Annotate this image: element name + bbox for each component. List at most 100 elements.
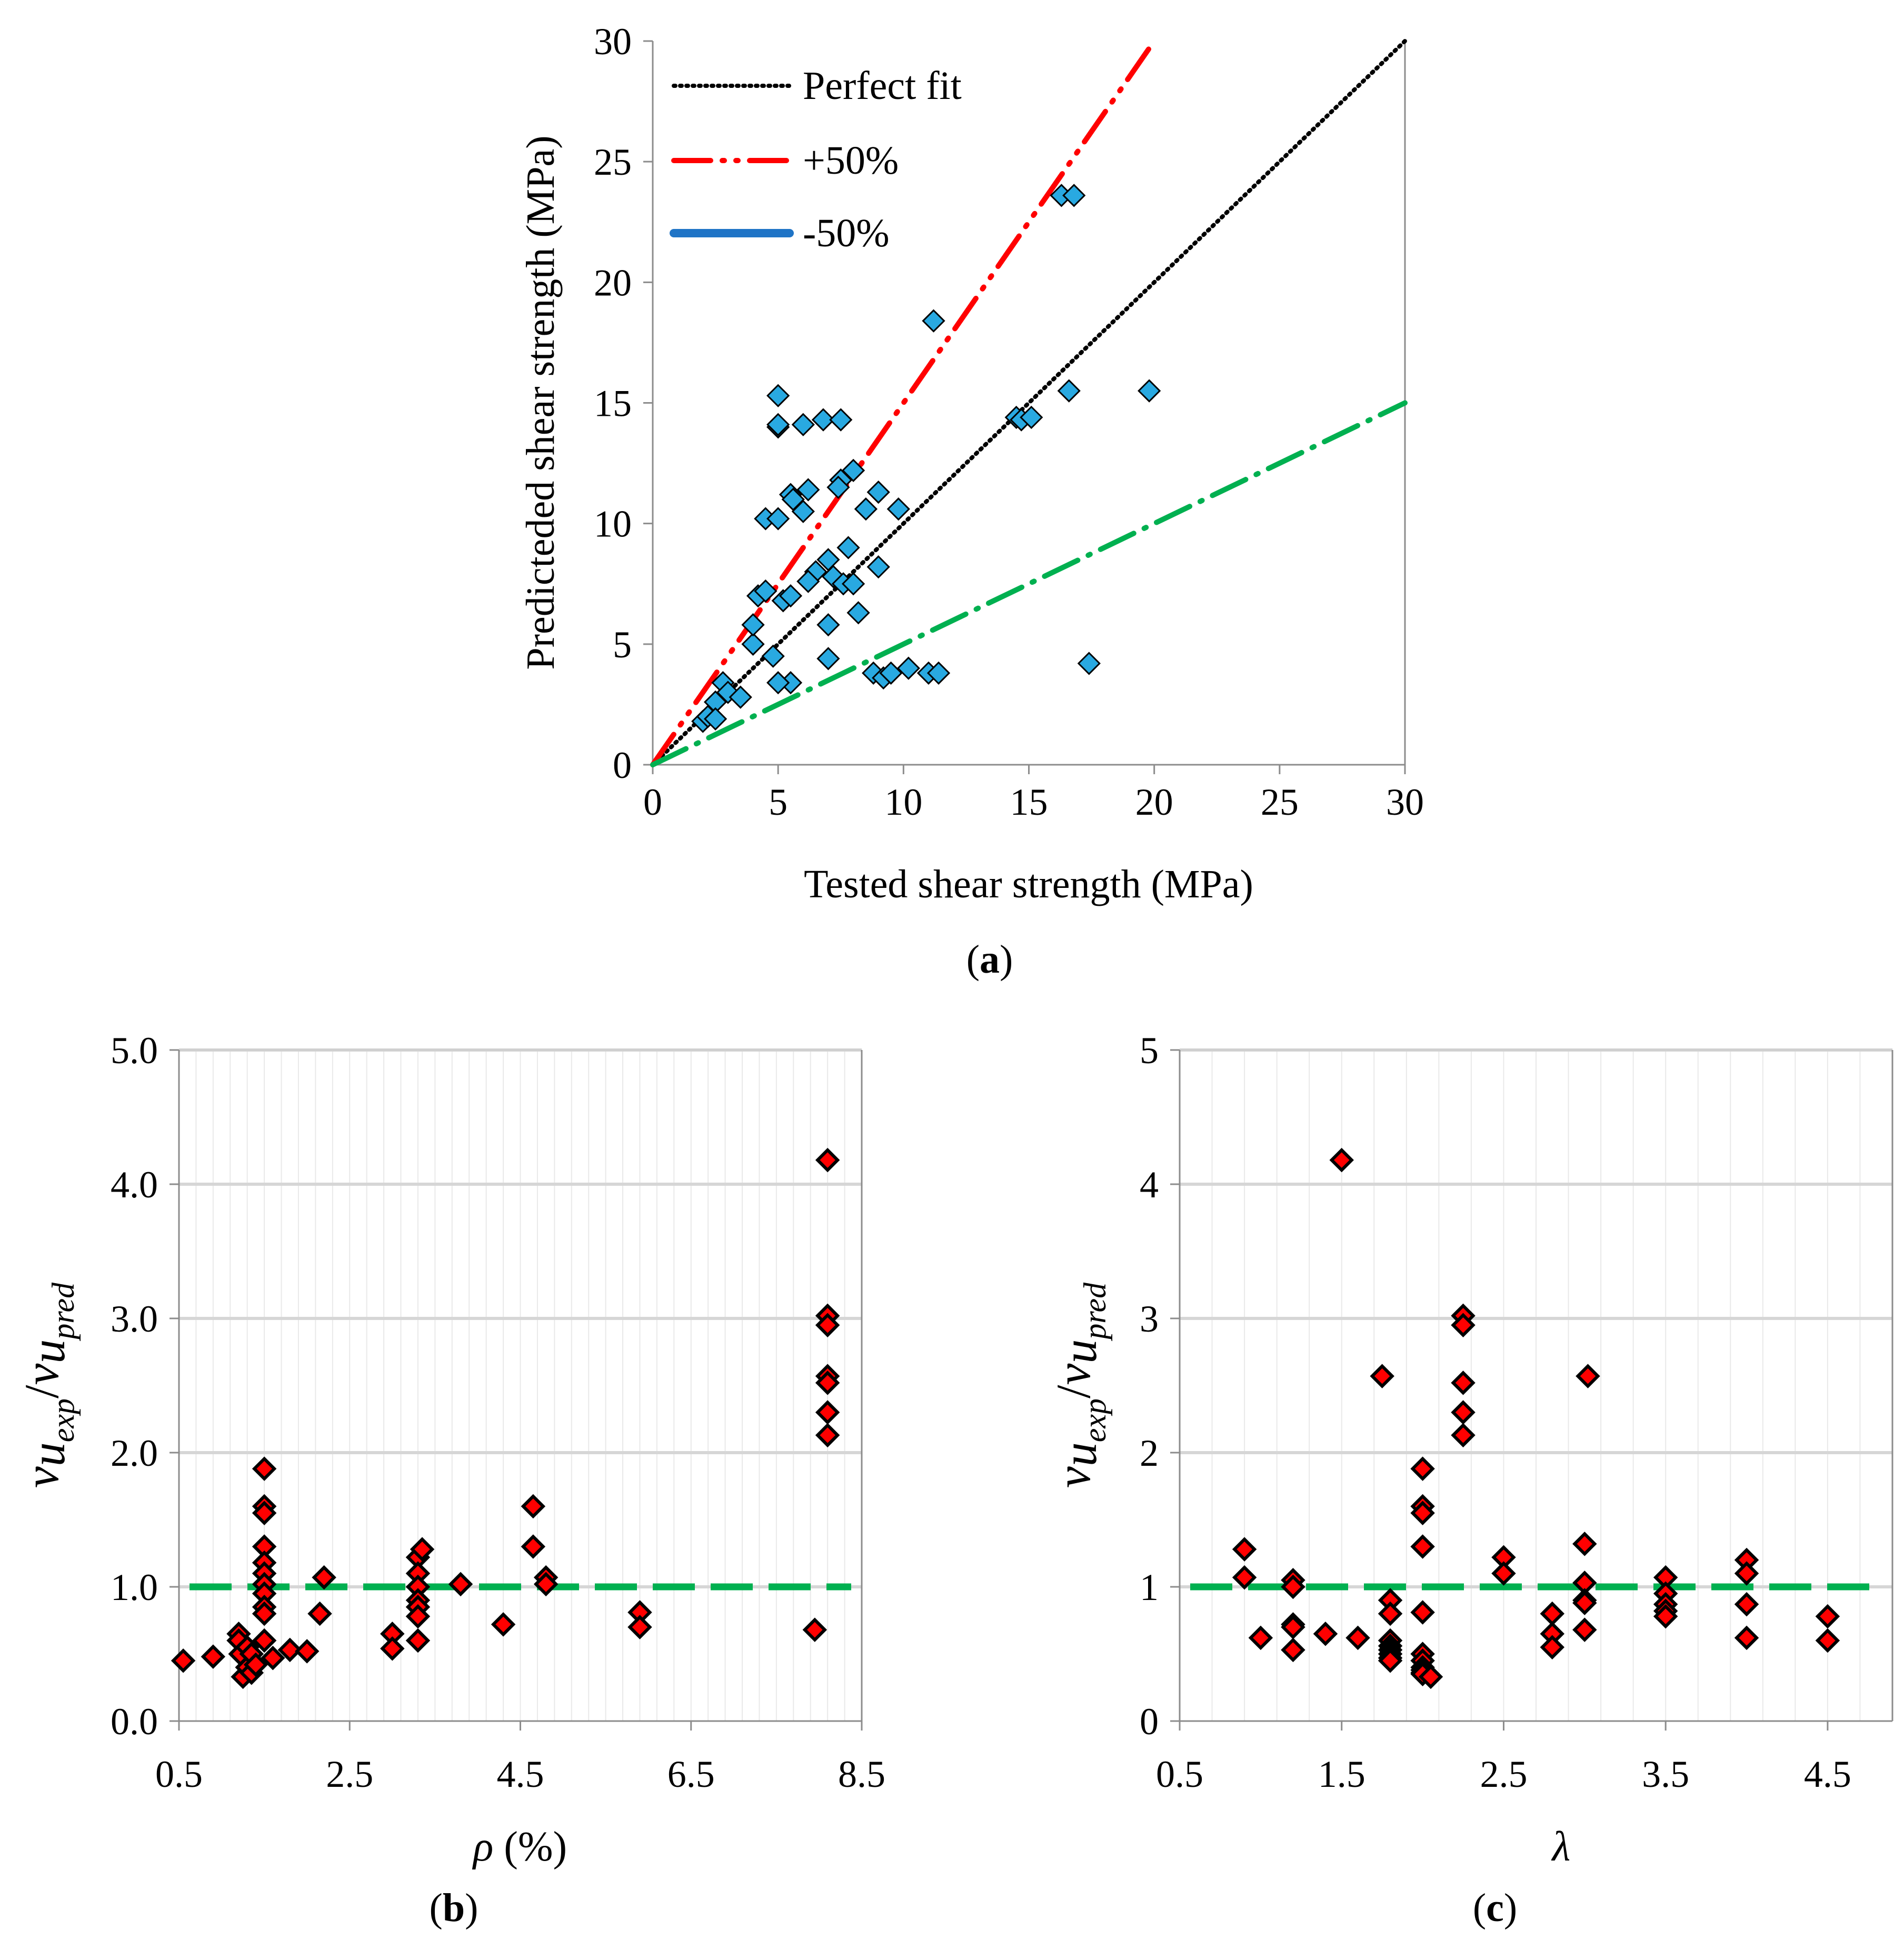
panel-a-data-point (791, 499, 815, 523)
chart-panel-b: 0.5 2.5 4.5 6.5 8.50.01.02.03.04.05.0 ρ (%) … (15, 1029, 885, 1930)
panel-c-data-point (1329, 1147, 1354, 1173)
panel-b-y-tick-label: 4.0 (111, 1164, 158, 1206)
panel-a-data-point (1057, 379, 1081, 403)
panel-b-data-point (252, 1628, 277, 1653)
panel-a-x-tick-label: 15 (1010, 781, 1048, 823)
panel-b-data-point (815, 1400, 840, 1425)
panel-a-caption-open: ( (966, 937, 980, 982)
panel-b-y-axis-pred: pred (46, 1282, 81, 1342)
panel-c-caption-close: ) (1504, 1886, 1517, 1930)
panel-a-x-tick-label: 5 (769, 781, 787, 823)
panel-a-x-axis-title: Tested shear strength (MPa) (804, 862, 1253, 906)
panel-c-data-point (1734, 1625, 1759, 1651)
panel-b-y-axis-u1: u (21, 1442, 75, 1466)
panel-c-x-axis-title: λ (1551, 1824, 1571, 1870)
panel-a-data-point (766, 671, 790, 695)
panel-c-caption-open: ( (1473, 1886, 1486, 1930)
panel-b-data-point (627, 1615, 652, 1639)
panel-b-ticks: 0.5 2.5 4.5 6.5 8.5 0.0 1.0 2.0 3.0 4.0 5.0 (111, 1029, 885, 1795)
panel-a-data-point (729, 685, 752, 709)
panel-c-caption: (c) (1473, 1886, 1517, 1930)
panel-a-data-point (811, 408, 835, 432)
panel-c-y-tick-label: 1 (1140, 1566, 1159, 1608)
panel-b-x-axis-symbol: ρ (472, 1824, 493, 1870)
panel-b-data-point (815, 1147, 840, 1173)
panel-b-data-point (410, 1537, 435, 1562)
panel-b-data-point (261, 1645, 285, 1671)
panel-c-data-point (1418, 1664, 1443, 1689)
panel-c-data-point (1313, 1622, 1338, 1646)
panel-a-data-point (866, 480, 890, 504)
panel-b-caption-open: ( (430, 1886, 443, 1930)
panel-a-data-point (829, 408, 853, 432)
panel-b-data-point (533, 1572, 559, 1597)
panel-b-y-tick-label: 5.0 (111, 1029, 158, 1072)
panel-a-y-tick-label: 20 (594, 262, 632, 304)
panel-c-data-points (1232, 1147, 1840, 1689)
plus-50-line (650, 38, 1157, 767)
panel-b-data-point (252, 1456, 277, 1481)
panel-a-data-point (703, 707, 727, 731)
panel-c-data-point (1345, 1625, 1370, 1651)
panel-b-y-axis-u2: u (21, 1339, 75, 1364)
legend-plus-50-label: +50% (803, 138, 899, 183)
panel-a-data-point (741, 613, 765, 637)
panel-c-data-point (1410, 1600, 1435, 1625)
panel-a-data-point (1062, 184, 1086, 207)
panel-a-data-point (854, 497, 878, 521)
panel-b-data-points (171, 1147, 840, 1689)
panel-b-y-tick-label: 1.0 (111, 1566, 158, 1608)
panel-a-reference-lines (650, 38, 1408, 767)
panel-c-data-point (1410, 1456, 1435, 1481)
panel-b-data-point (171, 1648, 196, 1673)
panel-a-data-point (836, 536, 860, 559)
panel-a-legend: Perfect fit +50% -50% (670, 64, 962, 255)
panel-c-data-point (1281, 1615, 1305, 1639)
panel-c-y-axis-exp: exp (1078, 1398, 1112, 1442)
panel-c-y-axis-title: vuexp/vupred (1046, 1282, 1112, 1488)
panel-c-data-point (1451, 1313, 1476, 1337)
panel-a-data-point (791, 413, 815, 436)
panel-b-data-point (405, 1604, 431, 1629)
panel-c-data-point (1572, 1617, 1597, 1642)
panel-b-x-axis-unit: (%) (493, 1824, 567, 1870)
panel-c-data-point (1540, 1601, 1565, 1626)
panel-a-caption: (a) (966, 937, 1013, 982)
panel-b-y-axis-title: vuexp/vupred (15, 1282, 81, 1488)
panel-c-data-point (1734, 1561, 1759, 1586)
panel-a-data-point (879, 661, 903, 685)
panel-a-x-tick-label: 0 (643, 781, 662, 823)
panel-b-x-tick-label: 8.5 (838, 1753, 885, 1795)
panel-c-x-tick-label: 1.5 (1318, 1753, 1365, 1795)
panel-c-x-tick-label: 3.5 (1642, 1753, 1689, 1795)
panel-a-data-point (766, 384, 790, 407)
panel-c-data-point (1378, 1648, 1403, 1673)
panel-c-data-point (1576, 1364, 1600, 1388)
panel-a-x-tick-label: 20 (1135, 781, 1173, 823)
panel-a-data-point (886, 497, 910, 521)
panel-c-data-point (1815, 1604, 1840, 1629)
panel-b-x-tick-label: 6.5 (667, 1753, 715, 1795)
panel-b-data-point (802, 1617, 828, 1642)
panel-a-data-point (826, 475, 850, 499)
panel-c-y-tick-label: 5 (1140, 1029, 1159, 1072)
panel-c-y-tick-label: 0 (1140, 1701, 1159, 1743)
panel-a-data-point (766, 507, 790, 531)
panel-a-data-point (846, 601, 870, 625)
panel-b-caption-close: ) (465, 1886, 478, 1930)
panel-c-x-tick-label: 2.5 (1480, 1753, 1527, 1795)
panel-a-data-point (1020, 405, 1043, 429)
panel-b-data-point (521, 1494, 546, 1519)
panel-c-y-axis-v2: v (1046, 1363, 1100, 1385)
panel-a-data-point (779, 584, 803, 608)
panel-b-y-tick-label: 3.0 (111, 1298, 158, 1340)
panel-c-data-point (1248, 1625, 1273, 1651)
panel-a-y-tick-label: 5 (613, 624, 632, 666)
panel-c-data-point (1491, 1561, 1516, 1586)
panel-b-data-point (448, 1572, 473, 1597)
panel-a-y-axis-title: Predicteded shear strength (MPa) (519, 135, 563, 669)
panel-b-data-point (815, 1313, 840, 1337)
panel-c-data-point (1410, 1501, 1435, 1525)
panel-a-y-tick-label: 30 (594, 21, 632, 63)
